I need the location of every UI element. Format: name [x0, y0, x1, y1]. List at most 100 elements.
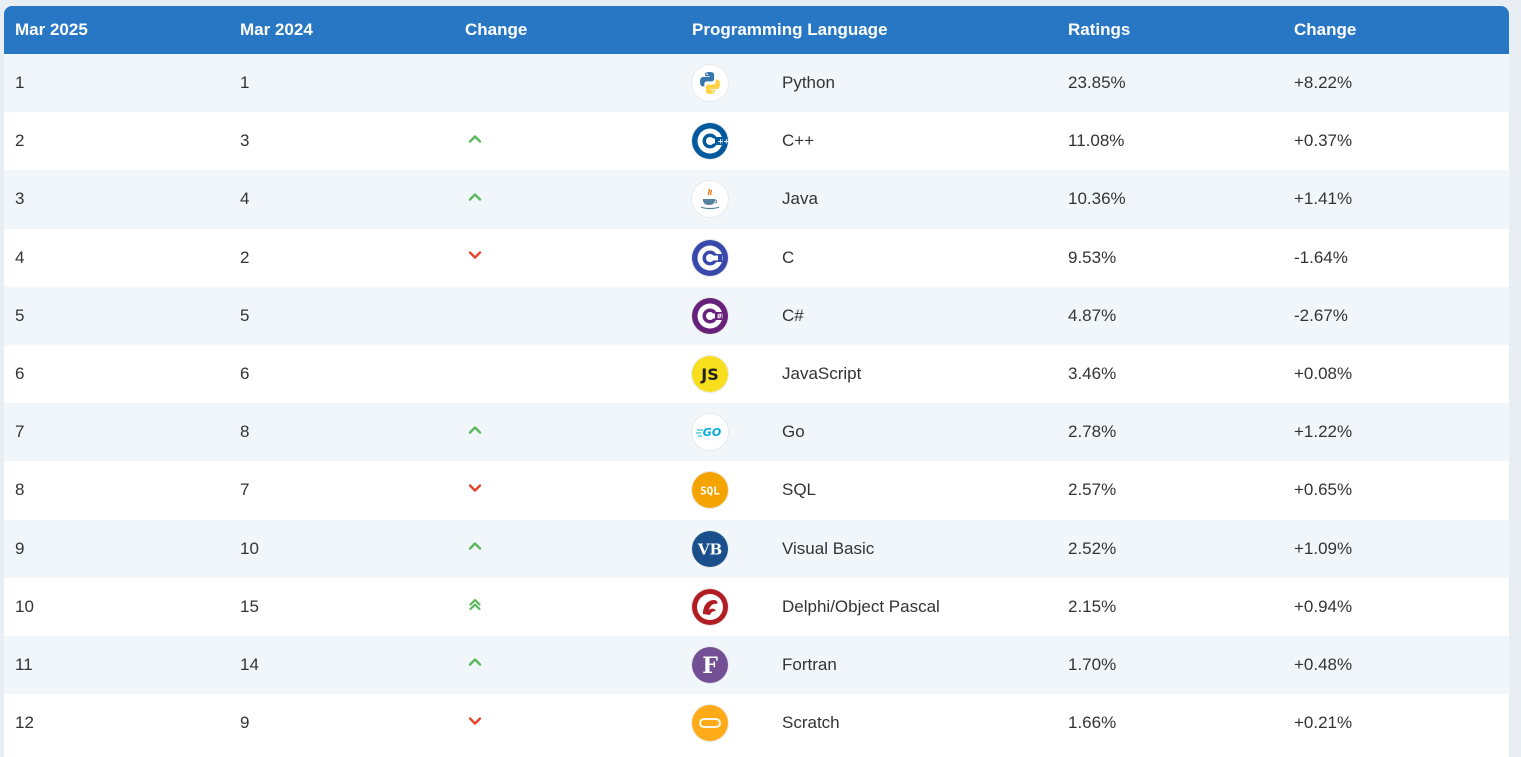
rating-change: +1.22% [1294, 422, 1353, 442]
language-name: Visual Basic [782, 538, 875, 558]
table-row[interactable]: 9 10 VB Visual Basic 2.52% +1.09% [4, 519, 1509, 578]
rank-2024: 10 [240, 538, 259, 558]
table-row[interactable]: 2 3 ++ C++ 11.08% +0.37% [4, 112, 1509, 171]
table-row[interactable]: 7 8 GO Go 2.78% +1.22% [4, 403, 1509, 462]
header-ratings[interactable]: Ratings [1068, 20, 1131, 39]
rank-change [455, 480, 681, 501]
table-row[interactable]: 10 15 Delphi/Object Pascal 2.15% +0.94% [4, 577, 1509, 636]
rating-change: +0.65% [1294, 480, 1353, 500]
cpp-logo-icon: ++ [692, 123, 729, 160]
trend-down-icon [466, 481, 483, 500]
table-row[interactable]: 8 7 SQL SQL 2.57% +0.65% [4, 461, 1509, 520]
rating-change: +0.48% [1294, 654, 1353, 674]
svg-text:F: F [702, 653, 718, 679]
header-change-rating[interactable]: Change [1294, 20, 1357, 39]
rating-value: 2.78% [1068, 422, 1117, 442]
language-cell: JS JavaScript [681, 356, 1057, 393]
table-row[interactable]: 1 1 Python 23.85% +8.22% [4, 54, 1509, 113]
table-row[interactable]: 11 14 F Fortran 1.70% +0.48% [4, 635, 1509, 695]
trend-up-icon [466, 539, 483, 558]
rank-2024: 6 [240, 364, 250, 384]
rating-change: -1.64% [1294, 247, 1348, 267]
header-change-rank[interactable]: Change [465, 20, 528, 39]
header-language[interactable]: Programming Language [692, 20, 888, 39]
rank-2024: 3 [240, 131, 250, 151]
language-name: Scratch [782, 713, 840, 733]
svg-text:++: ++ [718, 138, 729, 146]
language-cell: F Fortran [681, 646, 1057, 683]
rank-2024: 7 [240, 480, 250, 500]
language-cell: C [681, 239, 1057, 276]
language-name: Go [782, 422, 805, 442]
sql-logo-icon: SQL [692, 472, 728, 509]
rating-change: +1.41% [1294, 189, 1353, 209]
table-row[interactable]: 5 5 # C# 4.87% -2.67% [4, 286, 1509, 345]
table-row[interactable]: 3 4 Java 10.36% +1.41% [4, 170, 1509, 229]
java-logo-icon [692, 181, 728, 218]
svg-text:JS: JS [700, 365, 718, 384]
rank-change [455, 422, 681, 443]
rank-2025: 1 [15, 73, 25, 93]
rank-2024: 4 [240, 189, 250, 209]
trend-up-icon [466, 190, 483, 209]
rank-2024: 5 [240, 305, 250, 325]
svg-text:SQL: SQL [700, 485, 720, 498]
trend-up-icon [466, 423, 483, 442]
language-cell: GO Go [681, 414, 1057, 451]
rating-value: 1.70% [1068, 654, 1117, 674]
language-cell: Delphi/Object Pascal [681, 588, 1057, 625]
rank-2024: 9 [240, 713, 250, 733]
rating-change: +8.22% [1294, 73, 1353, 93]
javascript-logo-icon: JS [692, 356, 728, 393]
rating-change: +1.09% [1294, 538, 1353, 558]
rank-2025: 5 [15, 305, 25, 325]
table-row[interactable]: 12 9 Scratch 1.66% +0.21% [4, 694, 1509, 753]
rank-change [455, 654, 681, 675]
c-logo-icon [692, 239, 728, 276]
fortran-logo-icon: F [692, 646, 728, 683]
language-name: Python [782, 73, 835, 93]
table-row[interactable]: 4 2 C 9.53% -1.64% [4, 228, 1509, 287]
language-name: C [782, 247, 795, 267]
rank-change [455, 189, 681, 210]
rank-2025: 10 [15, 596, 34, 616]
visual-basic-logo-icon: VB [692, 530, 728, 567]
language-name: SQL [782, 480, 817, 500]
rating-change: -2.67% [1294, 305, 1348, 325]
svg-text:GO: GO [703, 426, 721, 439]
rank-2025: 9 [15, 538, 25, 558]
rating-value: 3.46% [1068, 364, 1117, 384]
language-name: Fortran [782, 654, 837, 674]
rank-change [455, 713, 681, 734]
rank-change [455, 538, 681, 559]
header-mar-2025[interactable]: Mar 2025 [15, 20, 88, 39]
rank-change [455, 131, 681, 152]
svg-text:VB: VB [697, 540, 722, 558]
language-cell: Python [681, 65, 1057, 102]
language-cell: Scratch [681, 705, 1057, 742]
language-cell: SQL SQL [681, 472, 1057, 509]
table-row[interactable]: 6 6 JS JavaScript 3.46% +0.08% [4, 344, 1509, 404]
rank-2025: 8 [15, 480, 25, 500]
delphi-logo-icon [692, 588, 728, 625]
trend-up-icon [466, 655, 483, 674]
trend-down-icon [466, 714, 483, 733]
rank-2024: 1 [240, 73, 250, 93]
rank-change [455, 596, 681, 617]
language-cell: # C# [681, 297, 1057, 334]
go-logo-icon: GO [692, 414, 728, 451]
rank-2025: 2 [15, 131, 25, 151]
rating-change: +0.94% [1294, 596, 1353, 616]
rank-2025: 3 [15, 189, 25, 209]
rank-2024: 15 [240, 596, 259, 616]
rating-value: 10.36% [1068, 189, 1126, 209]
rank-2024: 14 [240, 654, 259, 674]
language-cell: ++ C++ [681, 123, 1057, 160]
trend-down-icon [466, 248, 483, 267]
header-mar-2024[interactable]: Mar 2024 [240, 20, 313, 39]
python-logo-icon [692, 65, 728, 102]
rank-2024: 2 [240, 247, 250, 267]
language-name: C# [782, 305, 804, 325]
language-cell: VB Visual Basic [681, 530, 1057, 567]
language-name: Delphi/Object Pascal [782, 596, 940, 616]
